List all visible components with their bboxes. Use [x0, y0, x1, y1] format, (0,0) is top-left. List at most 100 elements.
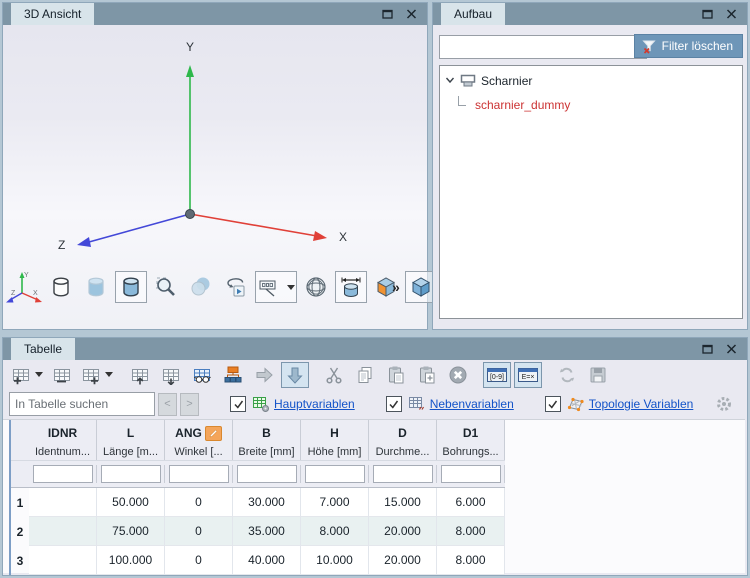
row-header-2[interactable]: 2 [16, 524, 24, 539]
cell-idnr-row3[interactable] [29, 546, 97, 575]
add-column-button[interactable] [79, 362, 115, 388]
toolbar-overflow-button[interactable]: » [392, 279, 400, 295]
move-row-down-icon [161, 365, 181, 385]
cell-d1-row1[interactable]: 6.000 [437, 488, 505, 517]
column-filter-input-ang[interactable] [168, 465, 229, 483]
column-filter-input-h[interactable] [304, 465, 365, 483]
cut-button[interactable] [320, 362, 348, 388]
delete-button[interactable] [444, 362, 472, 388]
column-filter-input-idnr[interactable] [32, 465, 93, 483]
column-filter-input-d[interactable] [372, 465, 433, 483]
tree-item-scharnier[interactable]: Scharnier [440, 71, 742, 90]
move-row-up-button[interactable] [126, 362, 154, 388]
dimension-label-button[interactable] [255, 271, 297, 303]
cell-h-row2[interactable]: 8.000 [301, 517, 369, 546]
numeric-mode-button[interactable]: [0-9] [483, 361, 511, 388]
column-filter-input-d1[interactable] [440, 465, 501, 483]
search-table-button[interactable] [188, 362, 216, 388]
maximize-button[interactable] [381, 8, 394, 20]
table-search-input[interactable] [9, 392, 155, 416]
move-row-down-button[interactable] [157, 362, 185, 388]
hauptvariablen-link[interactable]: Hauptvariablen [274, 397, 355, 411]
rotate-view-button[interactable] [220, 271, 252, 303]
cell-l-row2[interactable]: 75.000 [97, 517, 165, 546]
search-next-button[interactable]: > [180, 392, 199, 416]
close-button[interactable] [405, 8, 418, 20]
tab-3d-ansicht[interactable]: 3D Ansicht [11, 3, 95, 25]
cell-h-row3[interactable]: 10.000 [301, 546, 369, 575]
close-button[interactable] [725, 343, 738, 355]
tree-item-scharnier-dummy[interactable]: scharnier_dummy [440, 95, 742, 114]
transfer-right-button[interactable] [250, 362, 278, 388]
nebenvariablen-link[interactable]: Nebenvariablen [429, 397, 514, 411]
cell-h-row1[interactable]: 7.000 [301, 488, 369, 517]
topologie-variablen-checkbox[interactable] [544, 396, 561, 412]
zoom-fit-button[interactable] [150, 271, 182, 303]
cell-d-row2[interactable]: 20.000 [369, 517, 437, 546]
column-header-idnr[interactable]: IDNR Identnum... [29, 420, 97, 460]
formula-mode-button[interactable]: E=× [514, 361, 542, 388]
filter-clear-button[interactable]: Filter löschen [633, 34, 743, 58]
measure-cylinder-button[interactable] [335, 271, 367, 303]
cell-d1-row2[interactable]: 8.000 [437, 517, 505, 546]
chevron-expanded-icon[interactable] [445, 74, 455, 88]
save-button[interactable] [584, 362, 612, 388]
column-header-l[interactable]: L Länge [m... [97, 420, 165, 460]
cell-l-row3[interactable]: 100.000 [97, 546, 165, 575]
topologie-variablen-link[interactable]: Topologie Variablen [588, 397, 694, 411]
cell-d1-row3[interactable]: 8.000 [437, 546, 505, 575]
cell-b-row3[interactable]: 40.000 [233, 546, 301, 575]
nebenvariablen-checkbox[interactable] [385, 396, 402, 412]
maximize-button[interactable] [701, 343, 714, 355]
copy-button[interactable] [351, 362, 379, 388]
dropdown-caret-icon [35, 372, 43, 377]
refresh-button[interactable] [553, 362, 581, 388]
column-header-ang[interactable]: ANG Winkel [... [165, 420, 233, 460]
cell-d-row1[interactable]: 15.000 [369, 488, 437, 517]
tab-aufbau[interactable]: Aufbau [441, 3, 506, 25]
cell-l-row1[interactable]: 50.000 [97, 488, 165, 517]
column-header-d1[interactable]: D1 Bohrungs... [437, 420, 505, 460]
add-row-button[interactable] [9, 362, 45, 388]
wireframe-cylinder-button[interactable] [45, 271, 77, 303]
cell-d-row3[interactable]: 20.000 [369, 546, 437, 575]
table-settings-button[interactable] [715, 395, 733, 418]
3d-viewport[interactable]: Y X Z Y X Z » [3, 25, 437, 329]
column-header-b[interactable]: B Breite [mm] [233, 420, 301, 460]
tab-tabelle[interactable]: Tabelle [11, 338, 76, 360]
remove-row-button[interactable] [48, 362, 76, 388]
cell-idnr-row2[interactable] [29, 517, 97, 546]
close-button[interactable] [725, 8, 738, 20]
paste-button[interactable] [382, 362, 410, 388]
cell-ang-row2[interactable]: 0 [165, 517, 233, 546]
row-header-1[interactable]: 1 [16, 495, 24, 510]
cell-ang-row3[interactable]: 0 [165, 546, 233, 575]
column-header-h[interactable]: H Höhe [mm] [301, 420, 369, 460]
axis-z-label: Z [58, 238, 65, 252]
column-filter-input-l[interactable] [100, 465, 161, 483]
column-header-d[interactable]: D Durchme... [369, 420, 437, 460]
transfer-down-button[interactable] [281, 361, 309, 388]
cell-ang-row1[interactable]: 0 [165, 488, 233, 517]
mesh-sphere-button[interactable] [300, 271, 332, 303]
shaded-cylinder-faint-button[interactable] [80, 271, 112, 303]
hierarchy-button[interactable] [219, 362, 247, 388]
hauptvariablen-checkbox[interactable] [230, 396, 246, 412]
titlebar-aufbau: Aufbau [433, 3, 747, 25]
shaded-cylinder-button[interactable] [115, 271, 147, 303]
filter-cell [97, 465, 165, 483]
cell-idnr-row1[interactable] [29, 488, 97, 517]
paste-special-button[interactable] [413, 362, 441, 388]
transparency-sphere-button[interactable] [185, 271, 217, 303]
cell-b-row1[interactable]: 30.000 [233, 488, 301, 517]
blue-cube-button[interactable] [405, 271, 437, 303]
maximize-button[interactable] [701, 8, 714, 20]
panel-tabelle: Tabelle [0-9] E=× < > Hauptvariablen Neben… [2, 337, 748, 576]
column-filter-input-b[interactable] [236, 465, 297, 483]
shaded-cylinder-faint-icon [83, 274, 109, 300]
cell-b-row2[interactable]: 35.000 [233, 517, 301, 546]
structure-filter-input[interactable] [439, 35, 647, 59]
orange-face-box-button[interactable] [370, 271, 402, 303]
row-header-3[interactable]: 3 [16, 553, 24, 568]
search-prev-button[interactable]: < [158, 392, 177, 416]
